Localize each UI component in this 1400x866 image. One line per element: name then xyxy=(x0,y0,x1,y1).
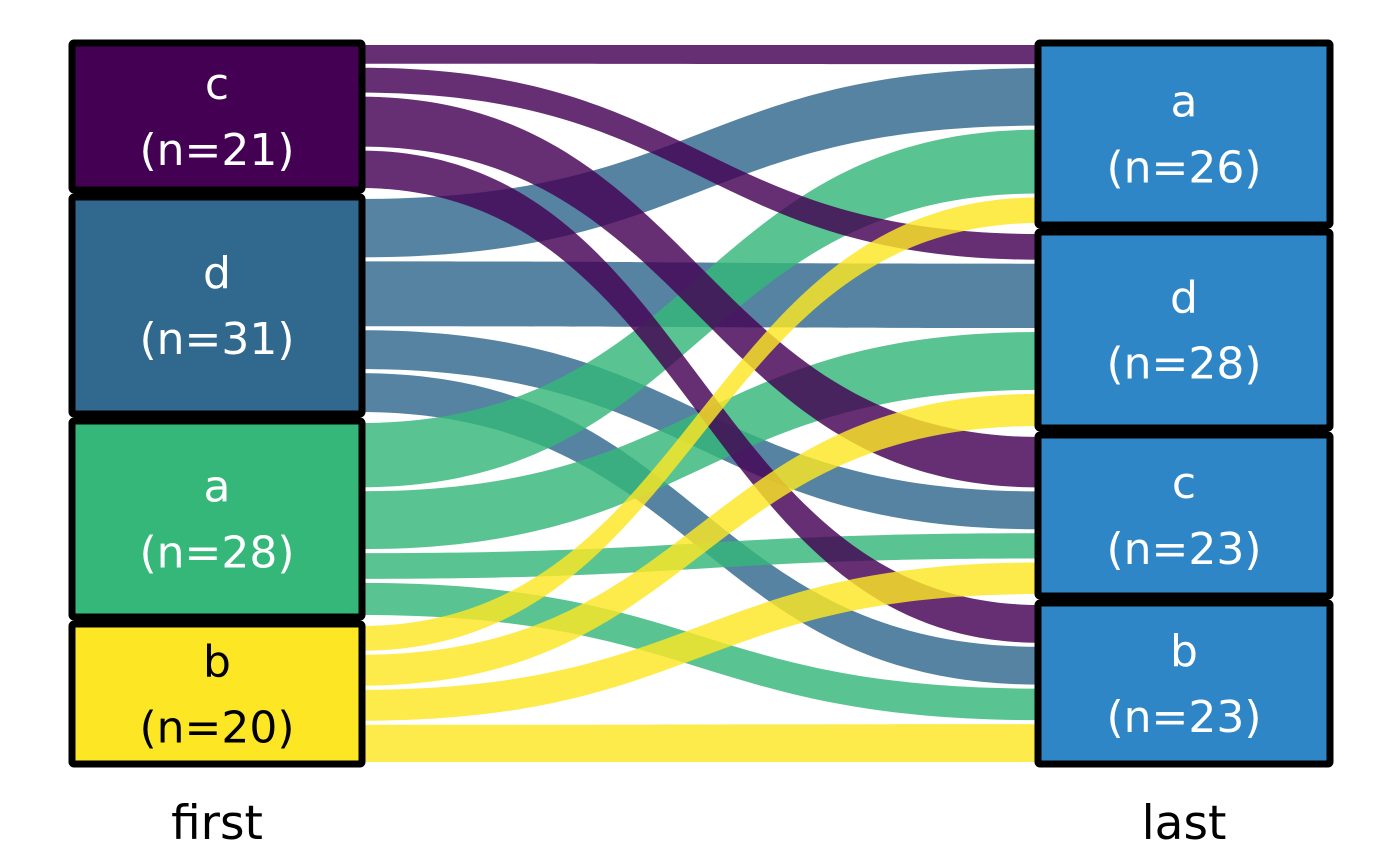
node-first-d xyxy=(68,193,366,418)
node-first-d-count: (n=31) xyxy=(139,314,294,365)
node-first-a xyxy=(68,417,366,621)
flow-c-b xyxy=(360,150,1040,643)
node-first-b xyxy=(68,620,366,768)
node-last-b xyxy=(1034,599,1334,768)
node-first-a-count: (n=28) xyxy=(139,528,294,579)
node-last-b-count: (n=23) xyxy=(1106,692,1261,743)
node-first-c xyxy=(68,39,366,194)
flow-b-b xyxy=(360,724,1040,762)
flows-layer xyxy=(360,45,1040,762)
node-last-d-count: (n=28) xyxy=(1106,339,1261,390)
node-labels-layer: c (n=21) d (n=31) a (n=28) b (n=20) a (n=26) d (n=2… xyxy=(139,59,1261,754)
node-last-a-count: (n=26) xyxy=(1106,143,1261,194)
node-last-c xyxy=(1034,431,1334,600)
flow-a-d xyxy=(360,332,1040,550)
node-last-a-label: a xyxy=(1171,77,1198,128)
nodes-layer xyxy=(68,39,1334,768)
node-first-b-label: b xyxy=(203,637,231,688)
node-first-d-label: d xyxy=(203,248,231,299)
node-first-a-label: a xyxy=(204,462,231,513)
flow-c-a xyxy=(360,45,1040,65)
node-last-d xyxy=(1034,228,1334,432)
flow-c-c xyxy=(360,96,1040,488)
flow-b-a xyxy=(360,197,1040,651)
flow-b-c xyxy=(360,562,1040,721)
flow-c-d xyxy=(360,67,1040,260)
flow-a-c xyxy=(360,533,1040,579)
node-last-a xyxy=(1034,39,1334,229)
right-column-label: last xyxy=(1141,796,1227,851)
flow-b-d xyxy=(360,393,1040,686)
node-first-c-label: c xyxy=(205,59,229,110)
node-last-c-label: c xyxy=(1172,458,1196,509)
node-first-c-count: (n=21) xyxy=(139,125,294,176)
left-column-label: first xyxy=(171,796,263,851)
node-last-b-label: b xyxy=(1170,626,1198,677)
node-last-c-count: (n=23) xyxy=(1106,524,1261,575)
node-first-b-count: (n=20) xyxy=(139,703,294,754)
node-last-d-label: d xyxy=(1170,273,1198,324)
